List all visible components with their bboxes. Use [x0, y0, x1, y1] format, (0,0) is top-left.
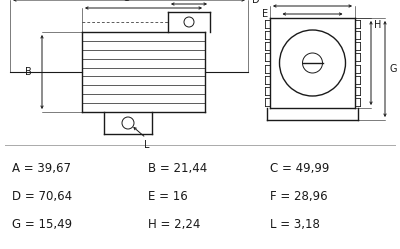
- Text: H = 2,24: H = 2,24: [148, 217, 200, 231]
- Text: L: L: [144, 140, 150, 150]
- Text: B: B: [25, 67, 31, 77]
- Text: L = 3,18: L = 3,18: [270, 217, 320, 231]
- Text: C = 49,99: C = 49,99: [270, 162, 329, 175]
- Text: H: H: [374, 20, 381, 30]
- Text: F: F: [310, 0, 315, 2]
- Text: C: C: [122, 0, 129, 3]
- Text: E = 16: E = 16: [148, 189, 188, 202]
- Text: F = 28,96: F = 28,96: [270, 189, 328, 202]
- Text: B = 21,44: B = 21,44: [148, 162, 207, 175]
- Text: G = 15,49: G = 15,49: [12, 217, 72, 231]
- Text: A = 39,67: A = 39,67: [12, 162, 71, 175]
- Text: D: D: [252, 0, 260, 5]
- Text: D = 70,64: D = 70,64: [12, 189, 72, 202]
- Text: G: G: [390, 64, 398, 74]
- Text: E: E: [262, 9, 268, 19]
